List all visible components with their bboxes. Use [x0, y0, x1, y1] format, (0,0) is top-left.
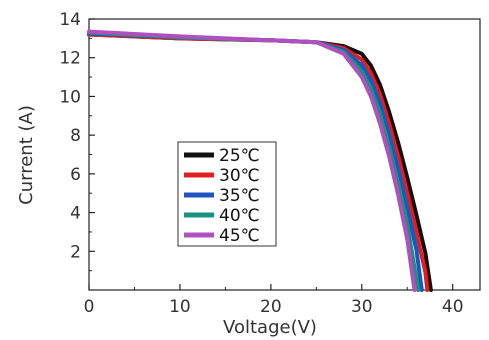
x-tick-label: 10: [169, 297, 191, 317]
legend-label: 25℃: [219, 146, 260, 166]
axis-ticks: [88, 18, 454, 290]
legend-label: 35℃: [219, 186, 260, 206]
y-tick-label: 10: [59, 87, 81, 107]
y-tick-label: 4: [70, 204, 81, 224]
legend-label: 45℃: [219, 226, 260, 246]
y-tick-label: 8: [70, 126, 81, 146]
x-tick-label: 40: [442, 297, 464, 317]
legend-label: 40℃: [219, 206, 260, 226]
legend: 25℃30℃35℃40℃45℃: [177, 141, 277, 247]
legend-label: 30℃: [219, 166, 260, 186]
series-lines: [87, 29, 433, 292]
series-line: [87, 29, 417, 292]
x-tick-label: 0: [84, 297, 95, 317]
x-tick-label: 30: [351, 297, 373, 317]
y-tick-label: 2: [70, 242, 81, 262]
y-axis-title: Current (A): [16, 105, 37, 205]
x-tick-label: 20: [260, 297, 282, 317]
y-tick-label: 14: [59, 10, 81, 30]
y-tick-label: 12: [59, 49, 81, 69]
y-tick-label: 6: [70, 165, 81, 185]
x-axis-title: Voltage(V): [223, 317, 317, 338]
axis-tick-labels: 0 10 20 30 40 2 4 6 8 10 12 14: [59, 10, 463, 317]
